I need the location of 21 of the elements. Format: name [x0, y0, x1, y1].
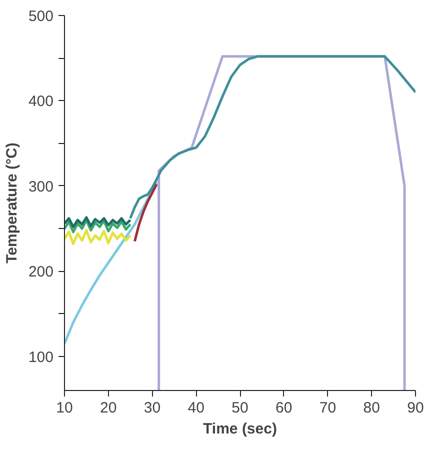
x-tick-label: 30 [144, 400, 161, 416]
line-series [129, 55, 416, 220]
x-tick-label: 90 [407, 400, 424, 416]
y-tick-label: 100 [28, 348, 54, 366]
line-series [64, 218, 132, 234]
x-tick-label: 40 [188, 400, 204, 416]
y-tick-label: 400 [28, 93, 54, 110]
y-tick-label: 300 [28, 178, 54, 196]
x-axis-title: Time (sec) [203, 420, 277, 438]
y-tick-label: 200 [28, 264, 54, 281]
x-tick-label: 50 [232, 400, 248, 416]
line-series [64, 216, 132, 228]
x-tick-label: 20 [100, 400, 117, 416]
y-tick-label: 500 [28, 8, 54, 25]
x-tick-label: 10 [56, 400, 73, 416]
x-tick-label: 80 [363, 400, 380, 416]
y-axis-title: Temperature (°C) [3, 142, 20, 264]
x-tick-label: 70 [319, 400, 336, 416]
line-series [64, 229, 132, 246]
line-series [133, 183, 158, 243]
x-tick-label: 60 [276, 400, 292, 416]
